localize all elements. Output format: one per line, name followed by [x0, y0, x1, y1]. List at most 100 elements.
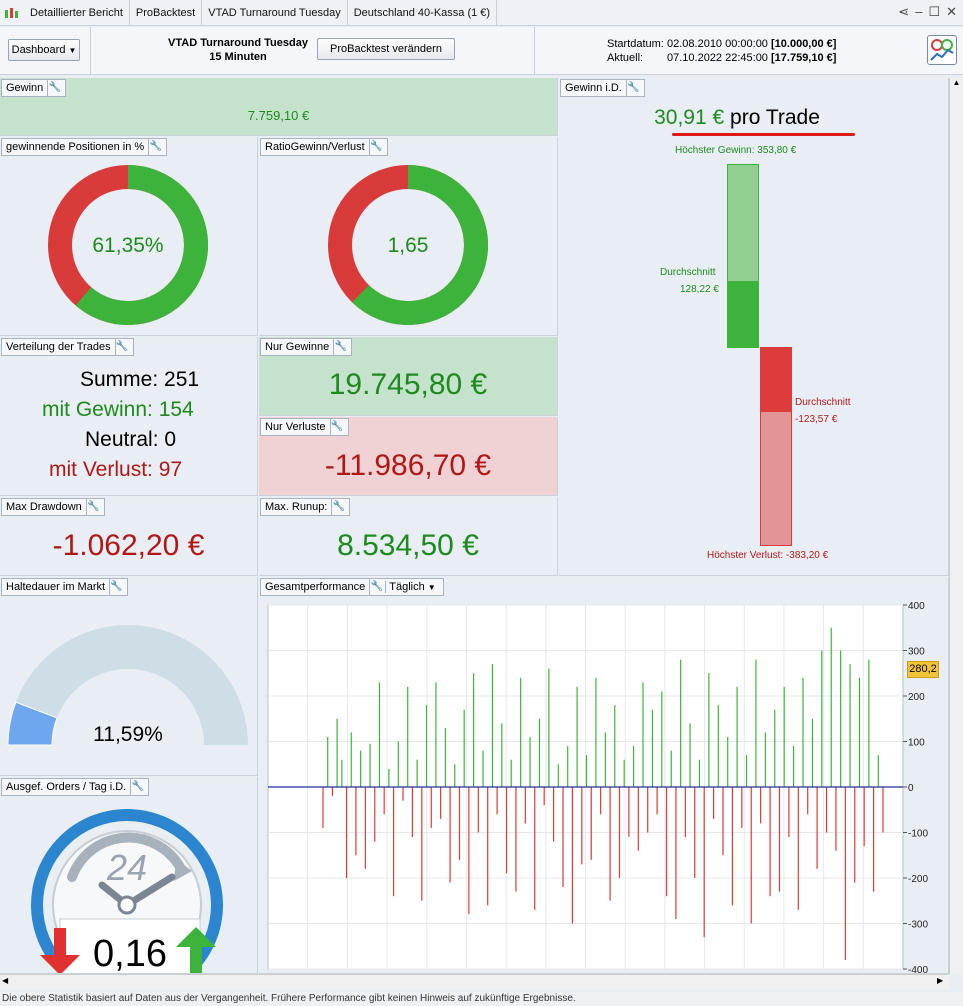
- report-header: Dashboard ▼ VTAD Turnaround Tuesday 15 M…: [0, 27, 963, 75]
- panel-title-label: Nur Gewinne: [265, 341, 330, 353]
- disclaimer-footer: Die obere Statistik basiert auf Daten au…: [0, 992, 963, 1006]
- avg-gain-bar: [727, 281, 759, 348]
- max-loss-label: Höchster Verlust: -383,20 €: [707, 550, 829, 561]
- divider: [90, 27, 91, 75]
- panel-title: Max Drawdown 🔧: [1, 498, 105, 516]
- timeframe: 15 Minuten: [209, 51, 267, 63]
- red-underline: [672, 133, 855, 136]
- y-tick-label: -400: [908, 965, 928, 974]
- panel-holding-time: Haltedauer im Markt 🔧 11,59%: [0, 577, 258, 776]
- tab-bar: Detaillierter Bericht ProBacktest VTAD T…: [0, 0, 963, 26]
- max-gain-label: Höchster Gewinn: 353,80 €: [675, 145, 797, 156]
- wrench-icon[interactable]: 🔧: [130, 779, 144, 795]
- y-tick-label: -200: [908, 874, 928, 885]
- wrench-icon[interactable]: 🔧: [329, 419, 344, 435]
- panel-orders-per-day: Ausgef. Orders / Tag i.D. 🔧 24 0,16: [0, 777, 258, 974]
- wrench-icon[interactable]: 🔧: [47, 80, 61, 96]
- last-value-badge: 280,2: [907, 661, 939, 678]
- runup-value: 8.534,50 €: [337, 529, 479, 562]
- panel-performance: Gesamtperformance 🔧 Täglich ▼ 400 300 200 1…: [259, 577, 949, 974]
- start-capital: [10.000,00 €]: [771, 38, 837, 50]
- avg-loss-value: -123,57 €: [795, 414, 838, 425]
- drawdown-value: -1.062,20 €: [52, 529, 205, 562]
- current-capital: [17.759,10 €]: [771, 52, 837, 64]
- wrench-icon[interactable]: 🔧: [331, 499, 345, 515]
- tab-detail-report[interactable]: Detaillierter Bericht: [24, 0, 130, 26]
- current-date: 07.10.2022 22:45:00: [667, 52, 768, 64]
- sum-trades: Summe: 251: [80, 368, 200, 391]
- panel-title: Nur Verluste 🔧: [260, 418, 349, 436]
- start-label: Startdatum:: [607, 38, 664, 50]
- panel-title: Max. Runup: 🔧: [260, 498, 351, 516]
- holding-gauge: [7, 625, 248, 746]
- win-percent-donut: [48, 165, 208, 325]
- dashboard-label: Dashboard: [11, 44, 66, 56]
- panel-runup: Max. Runup: 🔧 8.534,50 €: [259, 497, 558, 576]
- dashboard-dropdown[interactable]: Dashboard ▼: [8, 39, 80, 61]
- strategy-name: VTAD Turnaround Tuesday: [168, 37, 308, 49]
- horizontal-scrollbar[interactable]: ◀ ▶: [0, 974, 949, 990]
- vertical-scrollbar[interactable]: ▲: [949, 78, 963, 974]
- donut-win-segment: [328, 165, 488, 325]
- period-label: Täglich: [389, 581, 425, 593]
- panel-title: Verteilung der Trades 🔧: [1, 338, 134, 356]
- close-icon[interactable]: ✕: [946, 4, 957, 19]
- avg-loss-bar: [760, 347, 792, 412]
- clock-icon: [31, 809, 223, 973]
- per-trade-headline: 30,91 € pro Trade: [559, 106, 915, 130]
- panel-title-label: Max. Runup:: [265, 501, 328, 513]
- panel-title-label: Gewinn: [6, 82, 44, 94]
- wrench-icon[interactable]: 🔧: [114, 339, 129, 355]
- max-loss-bar: [760, 411, 792, 546]
- holding-value: 11,59%: [93, 723, 163, 746]
- minimize-icon[interactable]: –: [915, 4, 923, 19]
- only-losses-value: -11.986,70 €: [324, 449, 492, 482]
- panel-title-label: Gesamtperformance: [265, 581, 366, 593]
- gauge-fill: [7, 701, 58, 746]
- wrench-icon[interactable]: 🔧: [109, 579, 123, 595]
- panel-title: gewinnende Positionen in % 🔧: [1, 138, 168, 156]
- panel-only-losses: Nur Verluste 🔧 -11.986,70 €: [259, 417, 558, 496]
- y-tick-label: 0: [908, 783, 914, 794]
- orders-value: 0,16: [93, 933, 167, 974]
- wrench-icon[interactable]: 🔧: [148, 139, 162, 155]
- gauge-track: [8, 625, 248, 745]
- scroll-right-icon[interactable]: ▶: [937, 976, 944, 985]
- y-tick-label: 200: [908, 692, 925, 703]
- win-percent-value: 61,35%: [92, 234, 164, 257]
- window-controls: ⋖ – ☐ ✕: [898, 4, 957, 20]
- panel-title-label: Max Drawdown: [6, 501, 82, 513]
- panel-title: Ausgef. Orders / Tag i.D. 🔧: [1, 778, 150, 796]
- tab-instrument[interactable]: Deutschland 40-Kassa (1 €): [348, 0, 498, 26]
- arrow-up-icon: [176, 927, 216, 973]
- max-gain-bar: [727, 164, 759, 282]
- scroll-left-icon[interactable]: ◀: [2, 976, 9, 985]
- share-icon[interactable]: ⋖: [898, 4, 910, 19]
- wrench-icon[interactable]: 🔧: [368, 139, 383, 155]
- wrench-icon[interactable]: 🔧: [85, 499, 100, 515]
- ratio-value: 1,65: [387, 234, 429, 257]
- only-gains-value: 19.745,80 €: [328, 368, 488, 401]
- per-trade-value: 30,91 €: [654, 106, 725, 129]
- period-dropdown[interactable]: Täglich ▼: [385, 581, 438, 593]
- panel-title: Gewinn i.D. 🔧: [560, 79, 645, 97]
- scroll-up-icon[interactable]: ▲: [952, 78, 961, 87]
- panel-title-label: Haltedauer im Markt: [6, 581, 106, 593]
- report-chart-icon[interactable]: [927, 35, 957, 65]
- performance-chart: 400 300 200 100 0 -100 -200 -300 -400: [267, 601, 928, 974]
- current-label: Aktuell:: [607, 52, 644, 64]
- y-tick-label: -100: [908, 829, 928, 840]
- wrench-icon[interactable]: 🔧: [369, 579, 383, 595]
- panel-title: Gewinn 🔧: [1, 79, 67, 97]
- y-tick-label: 100: [908, 738, 925, 749]
- y-tick-label: 400: [908, 601, 925, 612]
- neutral-trades: Neutral: 0: [85, 428, 177, 451]
- wrench-icon[interactable]: 🔧: [333, 339, 347, 355]
- tab-strategy[interactable]: VTAD Turnaround Tuesday: [202, 0, 348, 26]
- maximize-icon[interactable]: ☐: [928, 4, 941, 19]
- modify-backtest-button[interactable]: ProBacktest verändern: [317, 38, 455, 60]
- panel-title-label: RatioGewinn/Verlust: [265, 141, 365, 153]
- tab-probacktest[interactable]: ProBacktest: [130, 0, 203, 26]
- wrench-icon[interactable]: 🔧: [625, 80, 640, 96]
- panel-title: RatioGewinn/Verlust 🔧: [260, 138, 388, 156]
